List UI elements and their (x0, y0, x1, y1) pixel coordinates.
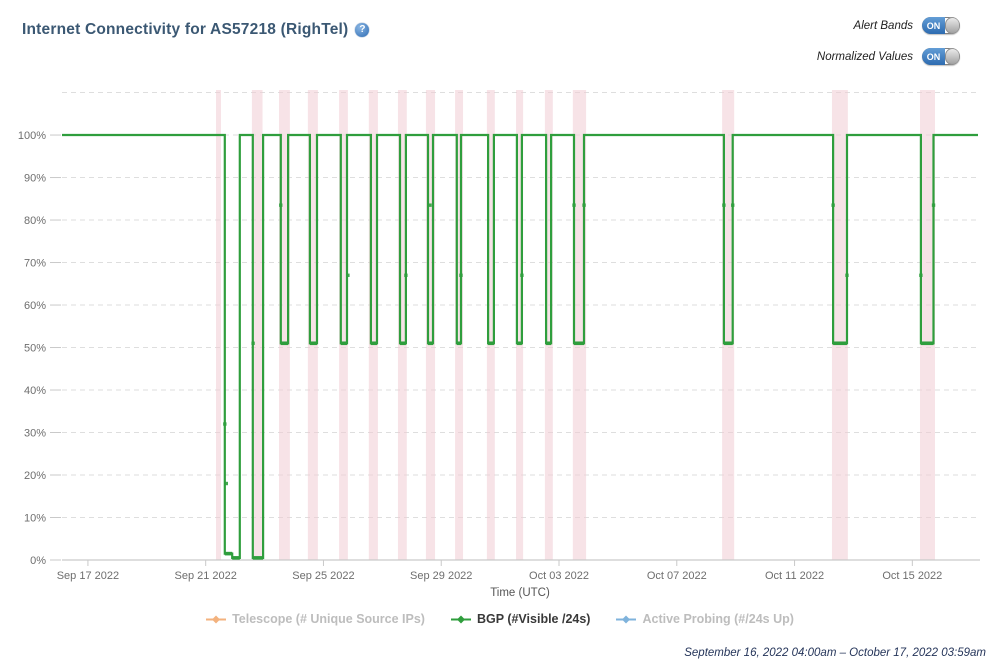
bgp-line (62, 133, 978, 559)
alert-band (722, 90, 735, 560)
alert-band (486, 90, 495, 560)
data-point-marker (224, 481, 228, 486)
svg-text:Sep 29 2022: Sep 29 2022 (410, 570, 472, 582)
svg-text:Sep 21 2022: Sep 21 2022 (174, 570, 236, 582)
data-point-marker (251, 341, 255, 345)
svg-text:80%: 80% (24, 215, 46, 227)
alert-bands (215, 90, 936, 560)
normalized-values-label: Normalized Values (816, 50, 913, 63)
data-point-marker (223, 422, 227, 426)
normalized-values-control: Normalized Values ON (817, 48, 960, 65)
chart-legend: Telescope (# Unique Source IPs) BGP (#Vi… (0, 612, 1000, 626)
toggle-knob (945, 17, 960, 34)
chart-canvas[interactable]: 0% 10% 20% 30% 40% 50% 60% 70% 80% 90% 100% Sep 17 … (0, 85, 1000, 605)
data-point-marker (731, 203, 735, 207)
x-axis: Sep 17 2022 Sep 21 2022 Sep 25 2022 Sep 29 … (57, 559, 980, 599)
alert-band (544, 90, 553, 560)
alert-band (831, 90, 848, 560)
y-axis: 0% 10% 20% 30% 40% 50% 60% 70% 80% 90% 100% (18, 130, 61, 567)
date-range-label: September 16, 2022 04:00am – October 17,… (684, 647, 986, 659)
svg-text:20%: 20% (24, 470, 46, 482)
toggle-on-label: ON (922, 17, 945, 34)
chart-controls: Alert Bands ON Normalized Values ON (817, 17, 960, 65)
alert-bands-control: Alert Bands ON (854, 17, 960, 34)
alert-band (516, 90, 524, 560)
data-point-marker (831, 203, 835, 207)
svg-text:Sep 25 2022: Sep 25 2022 (292, 570, 354, 582)
telescope-series-icon (206, 615, 227, 623)
data-point-marker (845, 273, 849, 277)
data-point-marker (919, 273, 923, 277)
data-point-marker (279, 203, 283, 207)
legend-item-telescope[interactable]: Telescope (# Unique Source IPs) (206, 612, 425, 626)
svg-text:Oct 11 2022: Oct 11 2022 (765, 570, 824, 582)
data-point-marker (459, 273, 463, 277)
alert-band (397, 90, 407, 560)
svg-text:50%: 50% (24, 343, 46, 355)
alert-band (572, 90, 587, 560)
chart-header: Internet Connectivity for AS57218 (RighT… (22, 21, 370, 39)
x-axis-title: Time (UTC) (490, 587, 550, 599)
svg-text:Oct 03 2022: Oct 03 2022 (529, 570, 589, 582)
help-icon[interactable]: ? (355, 23, 370, 37)
svg-text:Oct 07 2022: Oct 07 2022 (647, 570, 707, 582)
svg-text:30%: 30% (24, 428, 46, 440)
data-point-marker (428, 203, 432, 207)
data-point-marker (722, 203, 726, 207)
alert-band (368, 90, 378, 560)
active-probing-series-icon (616, 615, 637, 623)
svg-text:Oct 15 2022: Oct 15 2022 (882, 570, 942, 582)
data-point-marker (520, 273, 524, 277)
bgp-series (62, 133, 978, 560)
page-title: Internet Connectivity for AS57218 (RighT… (22, 21, 349, 38)
alert-bands-label: Alert Bands (853, 19, 913, 32)
alert-band (307, 90, 318, 560)
svg-text:70%: 70% (24, 258, 46, 270)
legend-label: Telescope (# Unique Source IPs) (232, 612, 425, 626)
svg-text:90%: 90% (24, 173, 46, 185)
toggle-on-label: ON (922, 48, 945, 65)
svg-text:0%: 0% (30, 555, 46, 567)
data-point-marker (572, 203, 576, 207)
data-point-marker (931, 203, 936, 207)
legend-label: BGP (#Visible /24s) (476, 612, 591, 626)
data-point-marker (346, 273, 350, 277)
normalized-values-toggle[interactable]: ON (922, 48, 960, 65)
alert-bands-toggle[interactable]: ON (922, 17, 960, 34)
svg-text:60%: 60% (24, 300, 46, 312)
legend-item-active-probing[interactable]: Active Probing (#/24s Up) (616, 612, 794, 626)
alert-band (455, 90, 464, 560)
legend-label: Active Probing (#/24s Up) (642, 612, 794, 626)
alert-band (215, 90, 221, 560)
svg-text:10%: 10% (24, 513, 46, 525)
toggle-knob (945, 48, 960, 65)
alert-band (425, 90, 436, 560)
alert-band (339, 90, 348, 560)
svg-text:40%: 40% (24, 385, 46, 397)
data-point-marker (582, 203, 586, 207)
alert-band (251, 90, 263, 560)
legend-item-bgp[interactable]: BGP (#Visible /24s) (450, 612, 591, 626)
alert-band (279, 90, 290, 560)
svg-text:100%: 100% (18, 130, 46, 142)
connectivity-chart[interactable]: 0% 10% 20% 30% 40% 50% 60% 70% 80% 90% 100% Sep 17 … (0, 85, 1000, 605)
bgp-series-icon (450, 615, 471, 623)
svg-text:Sep 17 2022: Sep 17 2022 (57, 570, 119, 582)
alert-band (919, 90, 936, 560)
data-point-marker (404, 273, 408, 277)
